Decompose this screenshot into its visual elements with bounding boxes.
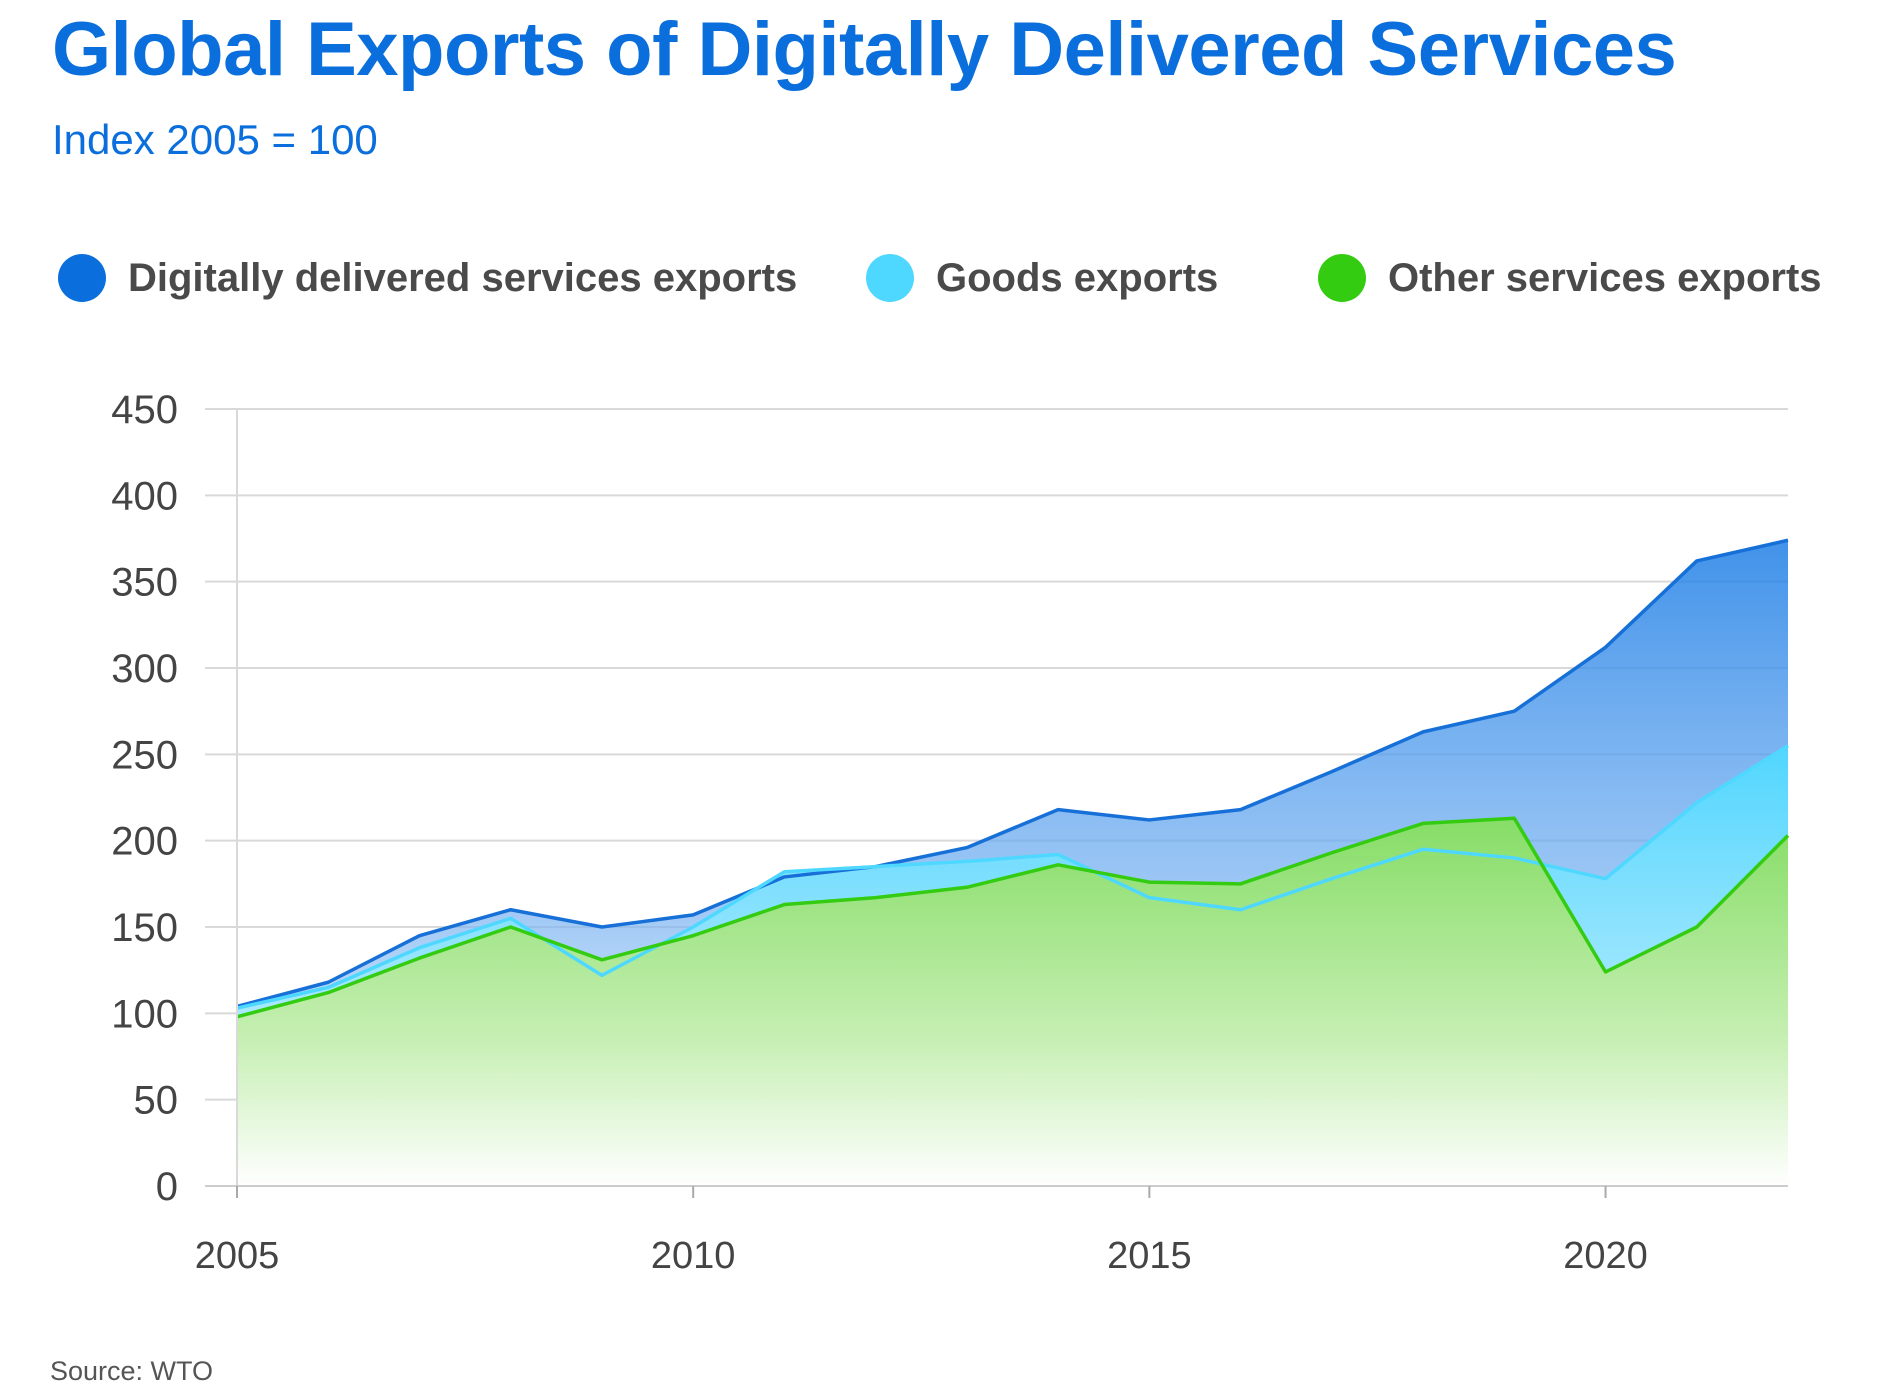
area-other bbox=[237, 818, 1788, 1186]
legend-item-other: Other services exports bbox=[1318, 248, 1822, 308]
y-tick-label: 100 bbox=[111, 992, 178, 1036]
area-layer bbox=[237, 540, 1788, 1186]
x-tick-label: 2010 bbox=[651, 1235, 736, 1277]
chart-title: Global Exports of Digitally Delivered Se… bbox=[52, 7, 1677, 92]
x-tick-label: 2020 bbox=[1563, 1235, 1648, 1277]
legend-dot-goods-icon bbox=[866, 254, 914, 302]
legend-label-goods: Goods exports bbox=[936, 255, 1219, 300]
y-tick-label: 0 bbox=[156, 1165, 178, 1209]
legend-dot-other-icon bbox=[1318, 254, 1366, 302]
source-note: Source: WTO bbox=[50, 1356, 214, 1386]
line-other bbox=[236, 816, 1790, 1019]
chart-subtitle: Index 2005 = 100 bbox=[52, 116, 378, 163]
x-tick-label: 2015 bbox=[1107, 1235, 1192, 1277]
legend-item-goods: Goods exports bbox=[866, 248, 1218, 308]
y-tick-label: 350 bbox=[111, 561, 178, 605]
legend: Digitally delivered services exports Goo… bbox=[0, 248, 1901, 308]
y-tick-label: 150 bbox=[111, 906, 178, 950]
y-tick-label: 450 bbox=[111, 388, 178, 432]
y-tick-label: 300 bbox=[111, 647, 178, 691]
legend-dot-digital-icon bbox=[58, 254, 106, 302]
y-tick-label: 250 bbox=[111, 733, 178, 777]
y-tick-label: 400 bbox=[111, 474, 178, 518]
legend-item-digital: Digitally delivered services exports bbox=[58, 248, 797, 308]
y-tick-label: 200 bbox=[111, 820, 178, 864]
legend-label-other: Other services exports bbox=[1388, 255, 1822, 300]
axis-layer: 0 50 100 150 200 250 300 350 400 450 2005 2010 2015 2… bbox=[111, 388, 1788, 1277]
x-tick-label: 2005 bbox=[195, 1235, 280, 1277]
line-digital bbox=[236, 538, 1789, 1009]
legend-label-digital: Digitally delivered services exports bbox=[128, 255, 798, 300]
line-layer bbox=[236, 538, 1790, 1019]
y-tick-label: 50 bbox=[134, 1079, 179, 1123]
line-goods bbox=[236, 744, 1789, 1010]
